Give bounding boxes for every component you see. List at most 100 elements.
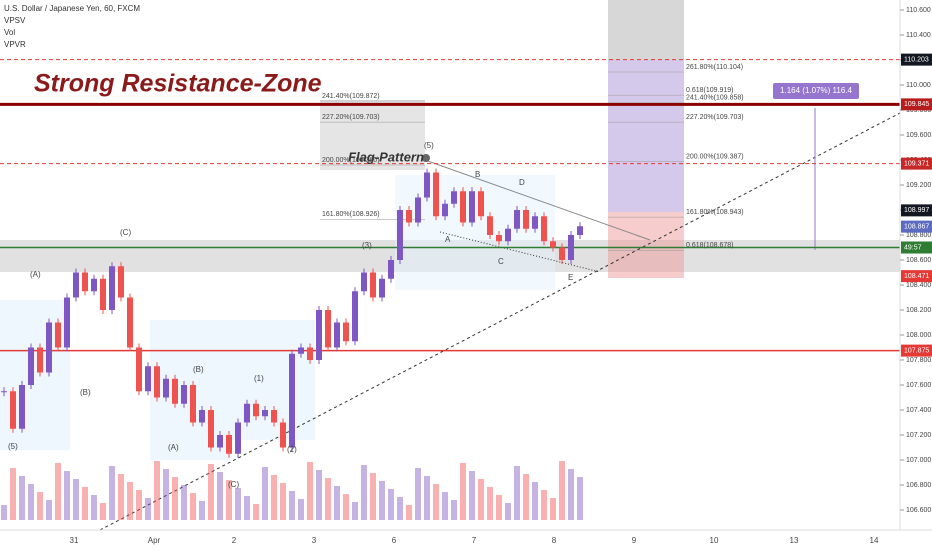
price-tag-label: 109.845 bbox=[904, 101, 929, 108]
candle bbox=[73, 272, 79, 298]
indicator: Vol bbox=[4, 28, 15, 37]
price-tag-label: 108.997 bbox=[904, 207, 929, 214]
volume-bar bbox=[289, 491, 295, 520]
candle bbox=[1, 391, 7, 393]
volume-bar bbox=[325, 478, 331, 520]
price-tag bbox=[901, 270, 932, 283]
volume-bar bbox=[523, 474, 529, 520]
candle bbox=[271, 410, 277, 423]
volume-bar bbox=[280, 483, 286, 520]
candle bbox=[352, 291, 358, 342]
volume-bar bbox=[460, 463, 466, 520]
price-label: 110.400 bbox=[906, 32, 931, 39]
symbol: U.S. Dollar / Japanese Yen, 60, FXCM bbox=[4, 4, 140, 13]
candle bbox=[568, 235, 574, 260]
volume-bar bbox=[73, 479, 79, 520]
indicator: VPSV bbox=[4, 16, 26, 25]
price-tag-label: 49:57 bbox=[904, 244, 922, 251]
fib-label: 227.20%(109.703) bbox=[686, 114, 744, 121]
candle bbox=[343, 322, 349, 342]
price-label: 109.600 bbox=[906, 132, 931, 139]
volume-bar bbox=[388, 489, 394, 520]
candle bbox=[37, 347, 43, 373]
date-label: 3 bbox=[312, 536, 317, 545]
price-tag bbox=[901, 204, 932, 217]
volume-bar bbox=[577, 477, 583, 520]
fib-label: 241.40%(109.872) bbox=[322, 93, 380, 100]
candle bbox=[28, 347, 34, 385]
volume-bar bbox=[433, 484, 439, 520]
fib-label: 200.00%(109.387) bbox=[686, 153, 744, 160]
price-label: 108.400 bbox=[906, 282, 931, 289]
wave: (5) bbox=[8, 442, 18, 451]
price-label: 108.000 bbox=[906, 332, 931, 339]
candle bbox=[541, 216, 547, 242]
candle bbox=[145, 366, 151, 392]
title: Strong Resistance-Zone bbox=[34, 70, 322, 98]
candle bbox=[199, 410, 205, 423]
candle bbox=[361, 272, 367, 292]
volume-bar bbox=[424, 476, 430, 520]
volume-bar bbox=[469, 471, 475, 520]
candle bbox=[208, 410, 214, 448]
volume-bar bbox=[199, 501, 205, 520]
fib-label: 161.80%(108.943) bbox=[686, 209, 744, 216]
candle bbox=[505, 228, 511, 242]
price-label: 107.400 bbox=[906, 407, 931, 414]
flag-line bbox=[424, 159, 651, 241]
stop-zone bbox=[608, 212, 684, 278]
volume-bar bbox=[46, 500, 52, 520]
candle bbox=[10, 391, 16, 429]
volume-bar bbox=[262, 467, 268, 520]
price-tag bbox=[901, 241, 932, 254]
volume-bar bbox=[190, 493, 196, 520]
wave: D bbox=[519, 178, 525, 187]
candle bbox=[190, 385, 196, 423]
candle bbox=[244, 403, 250, 423]
candle bbox=[325, 310, 331, 348]
volume-bar bbox=[253, 504, 259, 520]
volume-bar bbox=[217, 472, 223, 520]
candle bbox=[289, 353, 295, 448]
target-zone bbox=[608, 60, 684, 212]
volume-bar bbox=[226, 480, 232, 520]
wave: C bbox=[498, 257, 504, 266]
price-label: 107.200 bbox=[906, 432, 931, 439]
date-label: 7 bbox=[472, 536, 477, 545]
candle bbox=[280, 422, 286, 448]
fib-label: 200.00%(109.360) bbox=[322, 157, 380, 164]
date-label: 10 bbox=[710, 536, 719, 545]
candle bbox=[109, 266, 115, 310]
volume-bar bbox=[82, 487, 88, 520]
candle bbox=[406, 210, 412, 223]
volume-bar bbox=[379, 481, 385, 520]
candle bbox=[334, 322, 340, 348]
volume-bar bbox=[109, 466, 115, 520]
wave: (B) bbox=[80, 388, 91, 397]
fib-label: 161.80%(108.926) bbox=[322, 211, 380, 218]
candle bbox=[370, 272, 376, 298]
volume-bar bbox=[154, 461, 160, 520]
fib-label: 241.40%(109.858) bbox=[686, 95, 744, 102]
date-label: Apr bbox=[148, 536, 161, 545]
candle bbox=[136, 347, 142, 392]
wave: (3) bbox=[362, 241, 372, 250]
candle bbox=[496, 235, 502, 242]
candle bbox=[181, 385, 187, 404]
price-tag bbox=[901, 98, 932, 111]
fib-label: 261.80%(110.104) bbox=[686, 64, 743, 71]
candle bbox=[379, 278, 385, 298]
price-label: 107.600 bbox=[906, 382, 931, 389]
measure-label: 1.164 (1.07%) 116.4 bbox=[780, 86, 852, 95]
date-label: 6 bbox=[392, 536, 397, 545]
volume-bar bbox=[19, 476, 25, 520]
volume-bar bbox=[406, 505, 412, 520]
price-tag bbox=[901, 157, 932, 170]
price-tag-label: 109.371 bbox=[904, 160, 929, 167]
fib-label: 0.618(109.919) bbox=[686, 87, 733, 94]
candle bbox=[262, 410, 268, 417]
volume-bar bbox=[568, 469, 574, 520]
date-label: 31 bbox=[70, 536, 79, 545]
candle bbox=[172, 378, 178, 404]
